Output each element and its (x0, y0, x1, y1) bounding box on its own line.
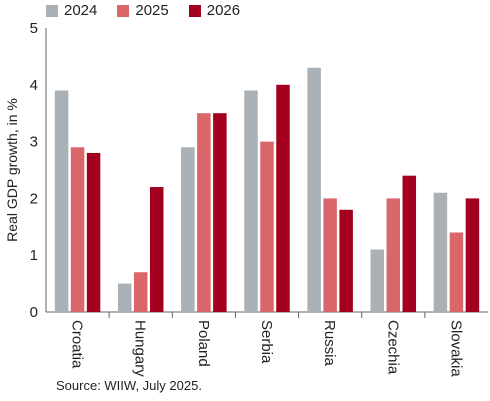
bar-hungary-2024 (117, 283, 132, 312)
x-tick-label: Slovakia (447, 320, 464, 377)
legend-label-2025: 2025 (135, 2, 169, 19)
y-tick-label: 1 (30, 247, 38, 264)
bar-croatia-2026 (86, 152, 101, 312)
legend: 2024 2025 2026 (46, 2, 240, 19)
bar-poland-2024 (181, 147, 195, 312)
bar-serbia-2025 (260, 141, 274, 312)
bar-chart: 0 1 2 3 4 5 Real GDP growth, in % Croatia Hungar… (4, 20, 488, 377)
bar-hungary-2025 (133, 272, 148, 312)
legend-item-2026: 2026 (188, 2, 241, 19)
legend-swatch-2025 (117, 4, 130, 17)
bar-russia-2024 (307, 67, 321, 312)
bar-poland-2026 (213, 113, 227, 312)
x-tick-label: Hungary (132, 320, 149, 377)
bar-russia-2026 (339, 209, 353, 312)
bar-croatia-2024 (54, 90, 69, 312)
x-tick-label: Russia (321, 320, 338, 367)
bar-slovakia-2024 (433, 192, 448, 312)
bar-serbia-2024 (244, 90, 258, 312)
bar-slovakia-2026 (465, 198, 480, 312)
legend-label-2026: 2026 (206, 2, 241, 19)
legend-swatch-2024 (46, 4, 58, 17)
x-tick-label: Serbia (258, 320, 275, 364)
y-tick-label: 3 (30, 134, 38, 151)
bar-czechia-2024 (370, 249, 385, 312)
y-tick-label: 2 (30, 190, 38, 207)
y-tick-label: 4 (30, 77, 38, 94)
bar-serbia-2026 (276, 84, 290, 312)
bar-czechia-2026 (402, 175, 417, 312)
legend-label-2024: 2024 (64, 2, 98, 19)
legend-item-2025: 2025 (117, 2, 169, 19)
legend-item-2024: 2024 (46, 2, 97, 19)
bar-slovakia-2025 (449, 232, 464, 312)
legend-swatch-2026 (188, 4, 201, 17)
bar-poland-2025 (197, 113, 211, 312)
bar-croatia-2025 (70, 147, 85, 312)
source-note: Source: WIIW, July 2025. (56, 378, 202, 393)
bar-russia-2025 (323, 198, 337, 312)
x-tick-label: Czechia (384, 320, 401, 375)
bar-czechia-2025 (386, 198, 401, 312)
x-tick-label: Croatia (69, 320, 86, 369)
y-tick-label: 0 (30, 304, 38, 321)
x-tick-label: Poland (195, 320, 212, 367)
y-axis-label: Real GDP growth, in % (4, 98, 20, 242)
bar-hungary-2026 (149, 187, 164, 312)
y-tick-label: 5 (30, 20, 38, 37)
